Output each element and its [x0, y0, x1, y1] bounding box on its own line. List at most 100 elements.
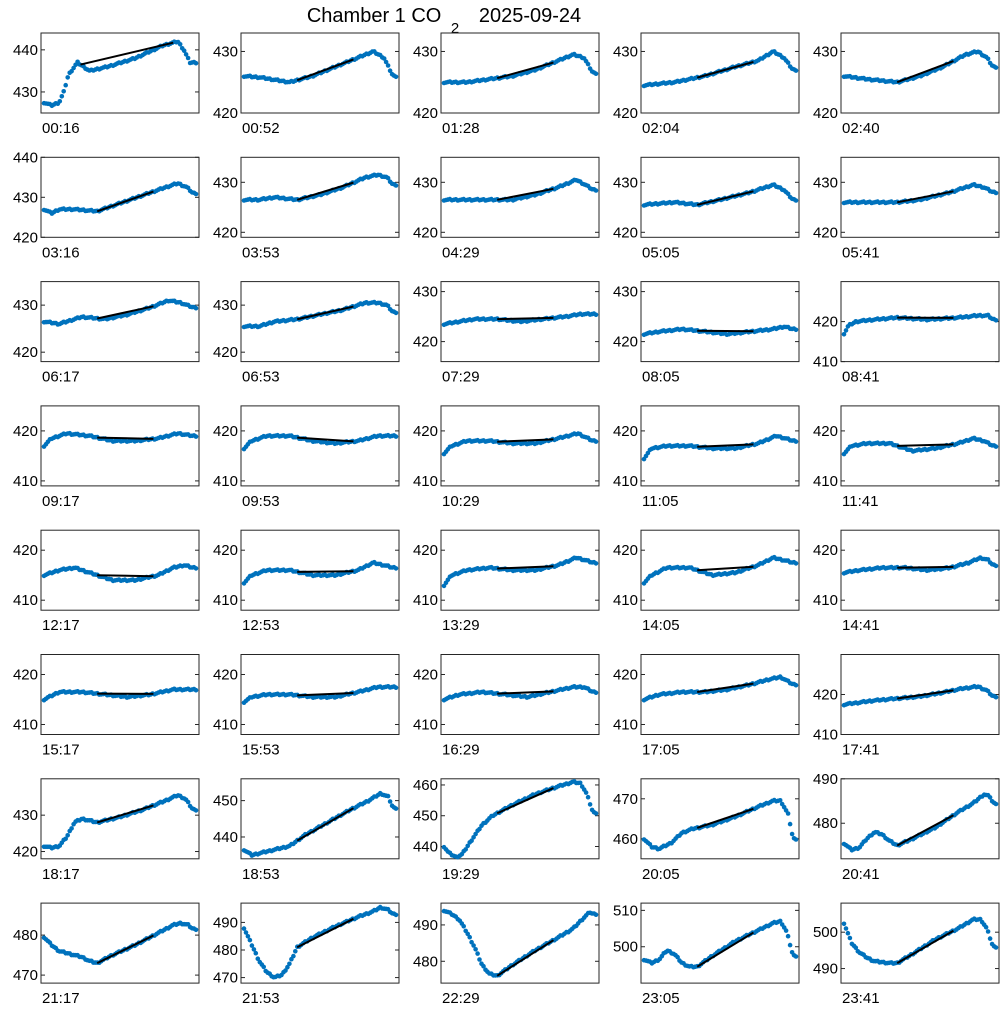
subplot-09:53: 410 420 09:53 — [213, 405, 400, 510]
y-tick-label: 420 — [813, 224, 838, 241]
y-tick-label: 490 — [213, 914, 238, 931]
data-point — [789, 831, 795, 837]
data-point — [193, 434, 199, 439]
data-point — [847, 935, 853, 941]
data-point — [841, 332, 847, 337]
data-point — [785, 191, 791, 197]
data-point — [177, 42, 183, 47]
y-tick-label: 410 — [213, 592, 238, 609]
y-tick-label: 510 — [613, 902, 638, 919]
data-point — [993, 694, 999, 700]
data-point — [393, 310, 399, 316]
data-point — [183, 52, 189, 57]
y-tick-label: 410 — [213, 473, 238, 490]
data-point — [587, 802, 593, 807]
y-tick-label: 420 — [13, 844, 38, 861]
y-tick-label: 420 — [13, 423, 38, 440]
y-tick-label: 420 — [613, 334, 638, 351]
panel-time-label: 17:41 — [842, 742, 880, 759]
fit-line — [296, 305, 354, 321]
data-point — [675, 954, 680, 960]
axes-frame — [440, 902, 600, 984]
y-tick-label: 410 — [13, 717, 38, 734]
panel-time-label: 00:52 — [242, 120, 280, 137]
data-point — [385, 793, 391, 799]
data-point — [393, 74, 399, 80]
y-tick-label: 420 — [13, 542, 38, 559]
subplot-23:05: 500 510 23:05 — [613, 902, 800, 1007]
y-tick-label: 420 — [813, 314, 838, 331]
data-point — [193, 566, 199, 571]
subplot-12:53: 410 420 12:53 — [213, 529, 400, 634]
data-point — [465, 931, 471, 937]
panel-time-label: 16:29 — [442, 742, 480, 759]
data-point — [291, 953, 296, 959]
data-point — [993, 563, 999, 569]
data-point — [469, 939, 474, 945]
data-point — [393, 912, 399, 918]
subplot-08:41: 410 420 08:41 — [813, 281, 1000, 386]
fit-line — [697, 329, 754, 333]
subplot-15:17: 410 420 15:17 — [13, 654, 200, 759]
fit-line — [296, 917, 354, 949]
y-tick-label: 440 — [413, 838, 438, 855]
y-tick-label: 410 — [813, 473, 838, 490]
data-point — [793, 561, 799, 566]
subplot-21:17: 470 480 21:17 — [13, 902, 200, 1007]
fit-line — [296, 181, 354, 201]
fit-line — [96, 934, 154, 964]
y-tick-label: 430 — [813, 43, 838, 60]
data-point — [987, 936, 993, 941]
fit-line — [897, 443, 954, 447]
y-tick-label: 410 — [813, 727, 838, 744]
data-point — [593, 561, 599, 566]
fit-line — [297, 436, 354, 443]
panel-time-label: 00:16 — [42, 120, 80, 137]
data-point — [993, 945, 999, 950]
data-point — [59, 94, 65, 99]
data-point — [63, 836, 68, 842]
y-tick-label: 420 — [413, 334, 438, 351]
y-tick-label: 490 — [813, 961, 838, 978]
y-tick-label: 470 — [613, 791, 638, 808]
fit-line — [696, 190, 754, 206]
fit-line — [897, 190, 954, 204]
y-tick-label: 410 — [413, 592, 438, 609]
y-tick-label: 480 — [413, 953, 438, 970]
panel-time-label: 08:05 — [642, 369, 680, 386]
data-point — [987, 795, 993, 800]
y-tick-label: 420 — [613, 542, 638, 559]
data-point — [69, 826, 74, 831]
axes-frame — [640, 902, 800, 984]
panel-time-label: 20:05 — [642, 866, 680, 883]
data-point — [843, 926, 849, 931]
y-tick-label: 410 — [213, 717, 238, 734]
y-tick-label: 430 — [13, 189, 38, 206]
y-tick-label: 500 — [613, 939, 638, 956]
subplot-14:05: 410 420 14:05 — [613, 529, 800, 634]
panel-time-label: 01:28 — [442, 120, 480, 137]
subplot-00:16: 430 440 00:16 — [13, 32, 200, 137]
fit-line — [296, 807, 354, 842]
data-point — [993, 444, 999, 449]
data-point — [787, 942, 793, 948]
fit-line — [496, 61, 554, 80]
panel-time-label: 15:53 — [242, 742, 280, 759]
data-point — [793, 327, 799, 333]
data-point — [793, 682, 799, 688]
fit-line — [296, 58, 354, 82]
y-tick-label: 420 — [13, 667, 38, 684]
y-tick-label: 420 — [413, 667, 438, 684]
data-point — [793, 439, 799, 444]
fit-line — [97, 436, 154, 440]
y-tick-label: 420 — [413, 423, 438, 440]
subplot-10:29: 410 420 10:29 — [413, 405, 600, 510]
data-point — [61, 89, 66, 94]
axes-frame — [440, 778, 600, 860]
subplot-07:29: 420 430 07:29 — [413, 281, 600, 386]
data-point — [841, 921, 847, 927]
data-point — [393, 566, 399, 571]
data-point — [387, 68, 393, 73]
subplot-21:53: 470 480 490 21:53 — [213, 902, 400, 1007]
data-point — [467, 934, 473, 940]
